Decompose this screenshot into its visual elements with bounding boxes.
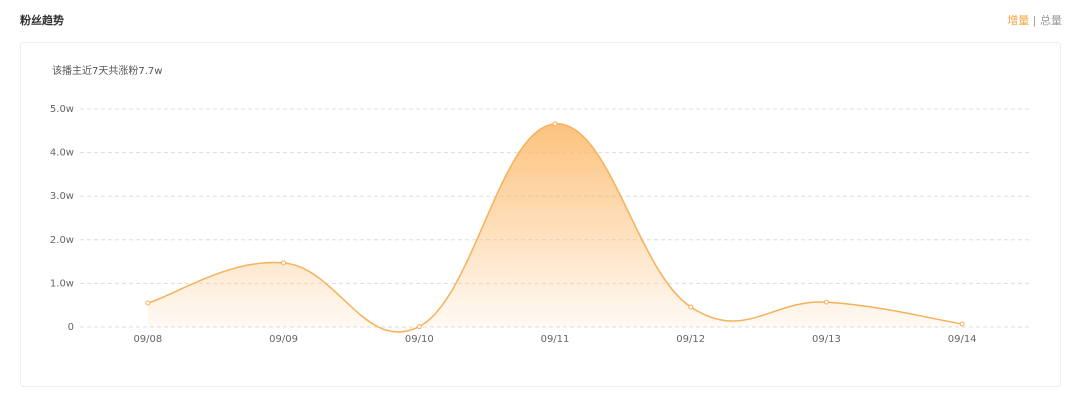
y-tick-label: 1.0w	[50, 278, 74, 289]
x-tick-label: 09/12	[676, 334, 705, 345]
x-tick-label: 09/14	[948, 334, 977, 345]
y-tick-label: 4.0w	[50, 148, 74, 159]
area	[147, 123, 963, 333]
point	[552, 121, 558, 127]
x-tick-label: 09/09	[269, 334, 298, 345]
x-tick-label: 09/08	[133, 334, 162, 345]
chart-subtitle: 该播主近7天共涨粉7.7w	[52, 64, 162, 77]
point	[281, 260, 287, 266]
tab[interactable]: 总量	[1040, 14, 1062, 27]
y-tick-label: 2.0w	[50, 235, 74, 246]
point	[416, 324, 422, 330]
point	[688, 304, 694, 310]
y-tick-label: 0	[68, 322, 74, 333]
section-title: 粉丝趋势	[20, 14, 64, 27]
point	[823, 299, 829, 305]
point	[145, 300, 151, 306]
point	[959, 321, 965, 327]
tabs: 增量 | 总量	[1007, 14, 1062, 27]
y-tick-label: 5.0w	[50, 104, 74, 115]
x-tick-label: 09/11	[541, 334, 570, 345]
x-tick-label: 09/13	[812, 334, 841, 345]
card	[20, 42, 1061, 387]
y-tick-label: 3.0w	[50, 191, 74, 202]
x-tick-label: 09/10	[405, 334, 434, 345]
tab[interactable]: 增量	[1007, 14, 1030, 27]
